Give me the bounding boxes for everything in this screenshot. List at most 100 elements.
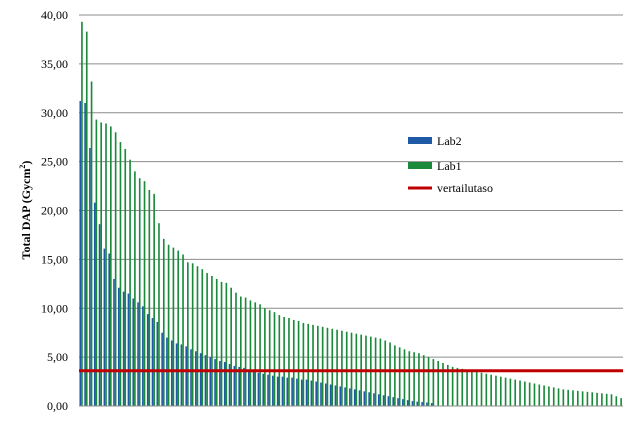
bar-lab1: [519, 380, 521, 406]
bar-lab1: [427, 357, 430, 406]
bar-lab1: [499, 376, 502, 406]
bar-lab2: [228, 363, 231, 406]
bar-lab2: [373, 393, 375, 406]
bar-lab1: [562, 389, 565, 406]
bar-lab1: [403, 349, 406, 406]
legend: Lab2 Lab1 vertailutaso: [408, 134, 493, 195]
bar-lab1: [605, 393, 608, 406]
bar-lab1: [596, 392, 598, 406]
bar-lab2: [132, 298, 135, 406]
bar-lab2: [89, 147, 91, 406]
bar-lab1: [538, 384, 541, 406]
bar-lab1: [317, 325, 319, 406]
bar-lab2: [175, 343, 178, 406]
bar-lab2: [243, 367, 245, 406]
bar-lab1: [172, 247, 175, 406]
bar-lab1: [543, 385, 545, 406]
bar-lab2: [310, 380, 313, 406]
bar-lab2: [387, 396, 390, 406]
bar-lab1: [524, 381, 526, 406]
bar-lab2: [142, 306, 144, 406]
bar-lab1: [398, 347, 401, 406]
bar-lab1: [418, 353, 420, 406]
bar-lab1: [254, 302, 257, 406]
bar-lab2: [421, 402, 423, 406]
bar-lab1: [129, 159, 131, 406]
bar-lab1: [239, 296, 242, 406]
bar-lab2: [329, 384, 332, 406]
bar-lab1: [504, 377, 507, 406]
bar-lab2: [320, 382, 322, 406]
bar-lab2: [117, 287, 120, 406]
y-axis-label-main: Total DAP (Gycm: [19, 169, 33, 260]
bar-lab1: [143, 181, 146, 406]
y-axis-ticks: 0,00 5,00 10,00 15,00 20,00 25,00 30,00 35,00 40…: [41, 8, 68, 413]
bar-lab2: [156, 321, 159, 406]
bar-lab1: [105, 123, 107, 406]
bar-lab2: [108, 253, 111, 406]
bar-lab1: [548, 386, 550, 406]
bar-lab1: [259, 304, 261, 406]
bar-lab1: [158, 223, 160, 406]
bar-lab1: [138, 178, 141, 406]
bar-lab1: [206, 273, 208, 406]
bar-lab2: [98, 224, 101, 406]
bar-lab1: [533, 383, 536, 406]
bar-lab1: [182, 254, 184, 406]
bar-lab1: [81, 21, 83, 407]
bar-lab2: [146, 314, 149, 406]
bar-lab1: [485, 373, 488, 406]
legend-label-reference: vertailutaso: [437, 181, 493, 195]
bar-lab2: [127, 293, 130, 406]
gridlines: [79, 14, 623, 358]
bar-lab2: [276, 376, 279, 406]
bar-lab2: [315, 381, 318, 406]
bar-lab1: [326, 327, 329, 406]
y-tick-label: 0,00: [47, 399, 68, 413]
bar-lab1: [471, 370, 473, 406]
bar-lab1: [572, 390, 574, 406]
bar-lab1: [264, 308, 266, 406]
bar-lab1: [119, 142, 122, 406]
y-tick-label: 20,00: [41, 204, 68, 218]
bar-lab2: [93, 202, 96, 406]
bar-lab2: [103, 248, 106, 406]
bar-lab2: [377, 394, 380, 406]
bar-lab1: [466, 369, 468, 406]
bar-lab1: [196, 266, 199, 406]
bar-lab2: [339, 386, 342, 406]
bar-lab1: [413, 352, 415, 406]
bar-lab1: [312, 324, 314, 406]
bar-lab2: [257, 372, 260, 406]
y-tick-label: 25,00: [41, 155, 68, 169]
bar-lab1: [557, 388, 560, 406]
bar-lab2: [281, 376, 284, 406]
bar-lab1: [461, 368, 464, 406]
bar-lab2: [79, 101, 82, 407]
bar-lab1: [292, 319, 295, 406]
bar-lab1: [552, 387, 555, 406]
bar-lab1: [610, 394, 613, 406]
bar-lab2: [190, 349, 192, 406]
bar-lab2: [185, 346, 188, 406]
bar-lab1: [191, 263, 194, 406]
bar-lab1: [211, 275, 213, 406]
bar-lab2: [151, 318, 154, 406]
bar-lab2: [219, 361, 221, 406]
bar-lab1: [307, 323, 310, 406]
bar-lab2: [305, 379, 308, 406]
bar-lab2: [344, 387, 346, 406]
bar-lab1: [475, 371, 478, 406]
bar-lab2: [84, 102, 86, 406]
bar-lab1: [576, 390, 579, 406]
bar-lab1: [278, 315, 281, 406]
bar-lab1: [124, 148, 127, 407]
bar-lab1: [456, 367, 459, 406]
bar-lab2: [267, 374, 269, 406]
bar-lab1: [148, 189, 151, 406]
bar-lab2: [247, 369, 250, 406]
bar-lab2: [368, 392, 370, 406]
bar-lab1: [451, 366, 454, 406]
bar-lab1: [331, 328, 334, 406]
bar-lab1: [432, 359, 435, 406]
